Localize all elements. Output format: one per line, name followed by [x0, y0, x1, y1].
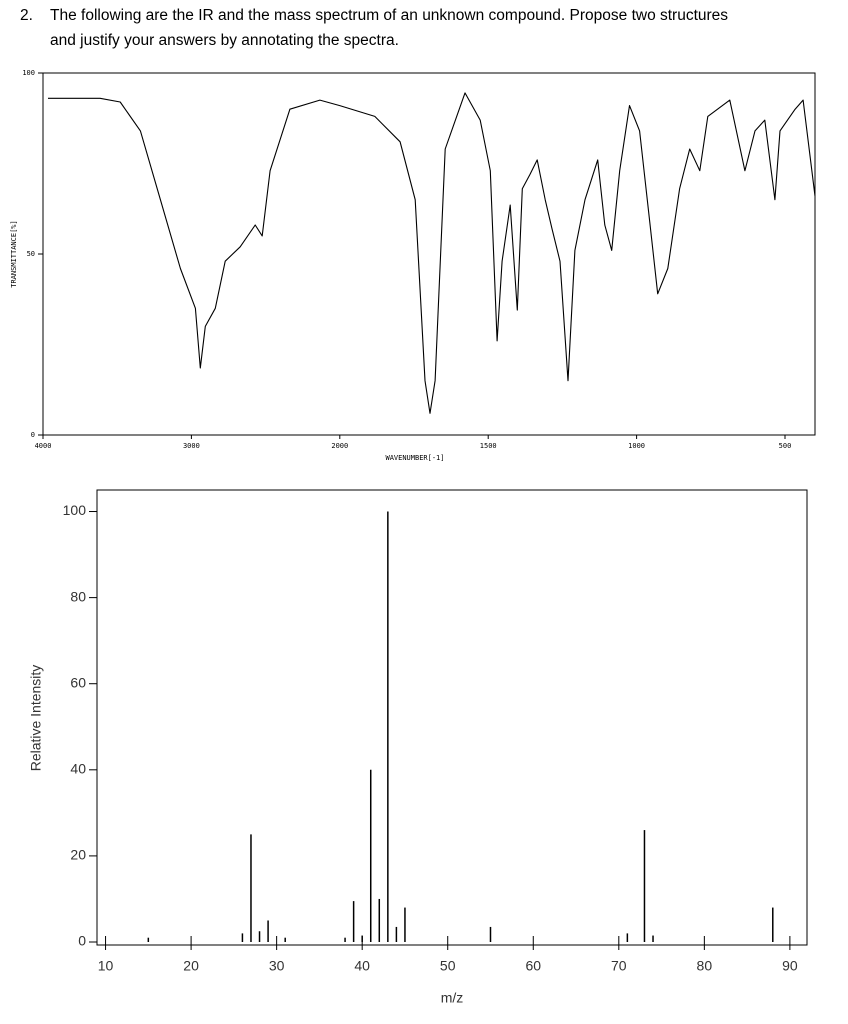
y-axis-label: Relative Intensity: [28, 665, 44, 772]
x-tick-label: 3000: [183, 442, 200, 450]
y-axis-label: TRANSMITTANCE[%]: [10, 220, 18, 287]
x-tick-label: 90: [782, 958, 798, 974]
y-tick-label: 100: [22, 69, 35, 77]
question-line: The following are the IR and the mass sp…: [50, 7, 729, 24]
y-tick-label: 50: [27, 250, 35, 258]
y-tick-label: 80: [70, 588, 86, 604]
ir-chart: 0 50 100 4000 3000 2000 1500 1000 500 WAVENUMBER[…: [10, 69, 816, 462]
question-number: 2.: [20, 7, 33, 24]
y-tick-label: 100: [63, 502, 87, 518]
plot-frame: [42, 72, 816, 436]
y-tick-label: 0: [78, 933, 86, 949]
ms-chart: 0 20 40 60 80 100 10 20 30 40 50 60 70 80 90 m/z Relativ…: [28, 489, 808, 1006]
ir-trace: [48, 92, 816, 414]
x-tick-label: 70: [611, 958, 627, 974]
x-tick-label: 1500: [480, 442, 497, 450]
y-tick-label: 0: [31, 431, 35, 439]
x-tick-label: 60: [525, 958, 541, 974]
plot-frame: [96, 489, 808, 946]
x-tick-label: 500: [779, 442, 792, 450]
x-tick-label: 2000: [331, 442, 348, 450]
x-axis-label: WAVENUMBER[-1]: [385, 454, 444, 462]
x-tick-label: 1000: [628, 442, 645, 450]
x-axis-label: m/z: [441, 990, 464, 1006]
x-tick-label: 30: [269, 958, 285, 974]
x-tick-label: 20: [183, 958, 199, 974]
x-tick-label: 50: [440, 958, 456, 974]
x-tick-label: 40: [354, 958, 370, 974]
y-tick-label: 20: [70, 847, 86, 863]
x-tick-label: 80: [697, 958, 713, 974]
question-line: and justify your answers by annotating t…: [50, 32, 399, 49]
x-tick-label: 4000: [35, 442, 52, 450]
y-tick-label: 60: [70, 674, 86, 690]
x-tick-label: 10: [98, 958, 114, 974]
y-tick-label: 40: [70, 761, 86, 777]
